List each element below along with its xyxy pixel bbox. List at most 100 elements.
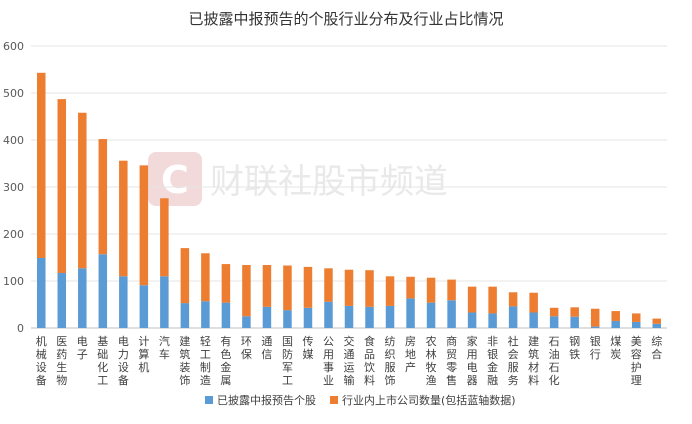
bar-disclosed — [242, 316, 251, 328]
x-category-label: 公用事业 — [323, 335, 334, 387]
bar-industry-total — [365, 270, 374, 307]
bar-industry-total — [119, 160, 128, 277]
bar-industry-total — [426, 277, 436, 303]
x-category-label: 建筑装饰 — [179, 334, 190, 387]
x-category-label: 美容护理 — [631, 335, 642, 387]
y-tick-label: 0 — [17, 322, 24, 335]
bar-industry-total — [344, 269, 354, 306]
bar-disclosed — [344, 305, 354, 328]
x-category-label: 医药生物 — [56, 335, 67, 387]
x-category-label: 银行 — [590, 334, 601, 361]
bar-disclosed — [590, 326, 600, 328]
y-tick-label: 100 — [3, 275, 24, 288]
watermark-logo — [148, 152, 202, 206]
legend-label: 行业内上市公司数量(包括蓝轴数据) — [342, 393, 516, 407]
bar-industry-total — [324, 268, 333, 302]
bar-industry-total — [447, 279, 456, 301]
bar-industry-total — [385, 276, 395, 306]
x-category-label: 综合 — [651, 334, 662, 361]
bar-industry-total — [139, 165, 149, 286]
bar-disclosed — [611, 320, 620, 328]
watermark-text: 财联社股市频道 — [210, 162, 448, 202]
bar-disclosed — [529, 312, 538, 328]
legend-swatch — [205, 396, 213, 404]
x-category-label: 传媒 — [302, 335, 313, 361]
x-category-label: 石油石化 — [549, 335, 560, 387]
bar-disclosed — [303, 307, 313, 328]
bar-industry-total — [242, 265, 251, 317]
bar-industry-total — [467, 286, 477, 313]
x-category-label: 家用电器 — [467, 334, 478, 387]
bar-industry-total — [98, 139, 108, 255]
bar-industry-total — [201, 253, 210, 302]
x-category-label: 国防军工 — [282, 335, 293, 387]
x-category-label: 电子 — [77, 335, 88, 361]
bar-disclosed — [549, 316, 559, 328]
x-category-label: 通信 — [261, 335, 272, 361]
x-category-label: 食品饮料 — [364, 334, 375, 387]
y-tick-label: 600 — [3, 40, 24, 53]
bar-disclosed — [570, 316, 579, 328]
x-category-label: 房地产 — [405, 335, 416, 374]
bar-industry-total — [303, 266, 313, 308]
bar-disclosed — [37, 257, 46, 328]
bar-disclosed — [447, 300, 456, 328]
x-category-label: 商贸零售 — [446, 334, 457, 387]
x-category-label: 环保 — [241, 335, 252, 361]
y-tick-label: 400 — [3, 134, 24, 147]
bar-disclosed — [631, 321, 641, 328]
bar-industry-total — [529, 292, 538, 313]
bar-disclosed — [57, 273, 67, 328]
x-category-label: 建筑材料 — [528, 334, 539, 387]
bar-disclosed — [119, 276, 128, 328]
bar-disclosed — [488, 313, 497, 328]
x-category-label: 农林牧渔 — [426, 334, 437, 387]
legend-label: 已披露中报预告个股 — [217, 393, 316, 407]
watermark-logo-letter: C — [161, 158, 189, 202]
bar-disclosed — [508, 306, 518, 328]
bar-disclosed — [365, 306, 374, 328]
y-tick-label: 500 — [3, 87, 24, 100]
bar-disclosed — [139, 285, 149, 328]
bar-disclosed — [221, 302, 231, 328]
x-category-label: 计算机 — [138, 335, 149, 374]
bar-disclosed — [406, 298, 415, 328]
bar-disclosed — [324, 301, 333, 328]
bar-disclosed — [78, 268, 87, 328]
bar-disclosed — [262, 306, 272, 328]
bar-disclosed — [160, 276, 169, 328]
x-category-label: 纺织服饰 — [385, 334, 396, 387]
bar-industry-total — [631, 313, 641, 322]
bar-industry-total — [611, 311, 620, 321]
x-category-label: 钢铁 — [569, 335, 580, 361]
x-category-label: 有色金属 — [220, 334, 231, 387]
bar-industry-total — [590, 308, 600, 327]
bar-disclosed — [201, 301, 210, 328]
x-category-label: 机械设备 — [36, 334, 47, 387]
y-tick-label: 200 — [3, 228, 24, 241]
bar-industry-total — [262, 265, 272, 307]
bar-industry-total — [180, 248, 190, 304]
x-category-label: 轻工制造 — [200, 334, 211, 387]
bar-industry-total — [570, 307, 579, 317]
x-category-label: 汽车 — [159, 334, 170, 361]
bar-industry-total — [508, 292, 518, 307]
bar-disclosed — [467, 312, 477, 328]
x-category-label: 交通运输 — [344, 334, 355, 387]
bar-industry-total — [37, 72, 46, 258]
bar-industry-total — [221, 264, 231, 303]
chart-title: 已披露中报预告的个股行业分布及行业占比情况 — [188, 10, 503, 28]
bar-industry-total — [160, 198, 169, 277]
x-category-label: 社会服务 — [508, 334, 519, 387]
bar-industry-total — [652, 318, 661, 324]
watermark: C 财联社股市频道 — [148, 152, 448, 206]
bar-industry-total — [57, 99, 67, 274]
x-category-label: 煤炭 — [610, 335, 621, 361]
bar-industry-total — [406, 276, 415, 299]
bar-industry-total — [549, 307, 559, 317]
bar-disclosed — [385, 305, 395, 328]
bar-industry-total — [488, 286, 497, 314]
bar-disclosed — [652, 323, 661, 328]
